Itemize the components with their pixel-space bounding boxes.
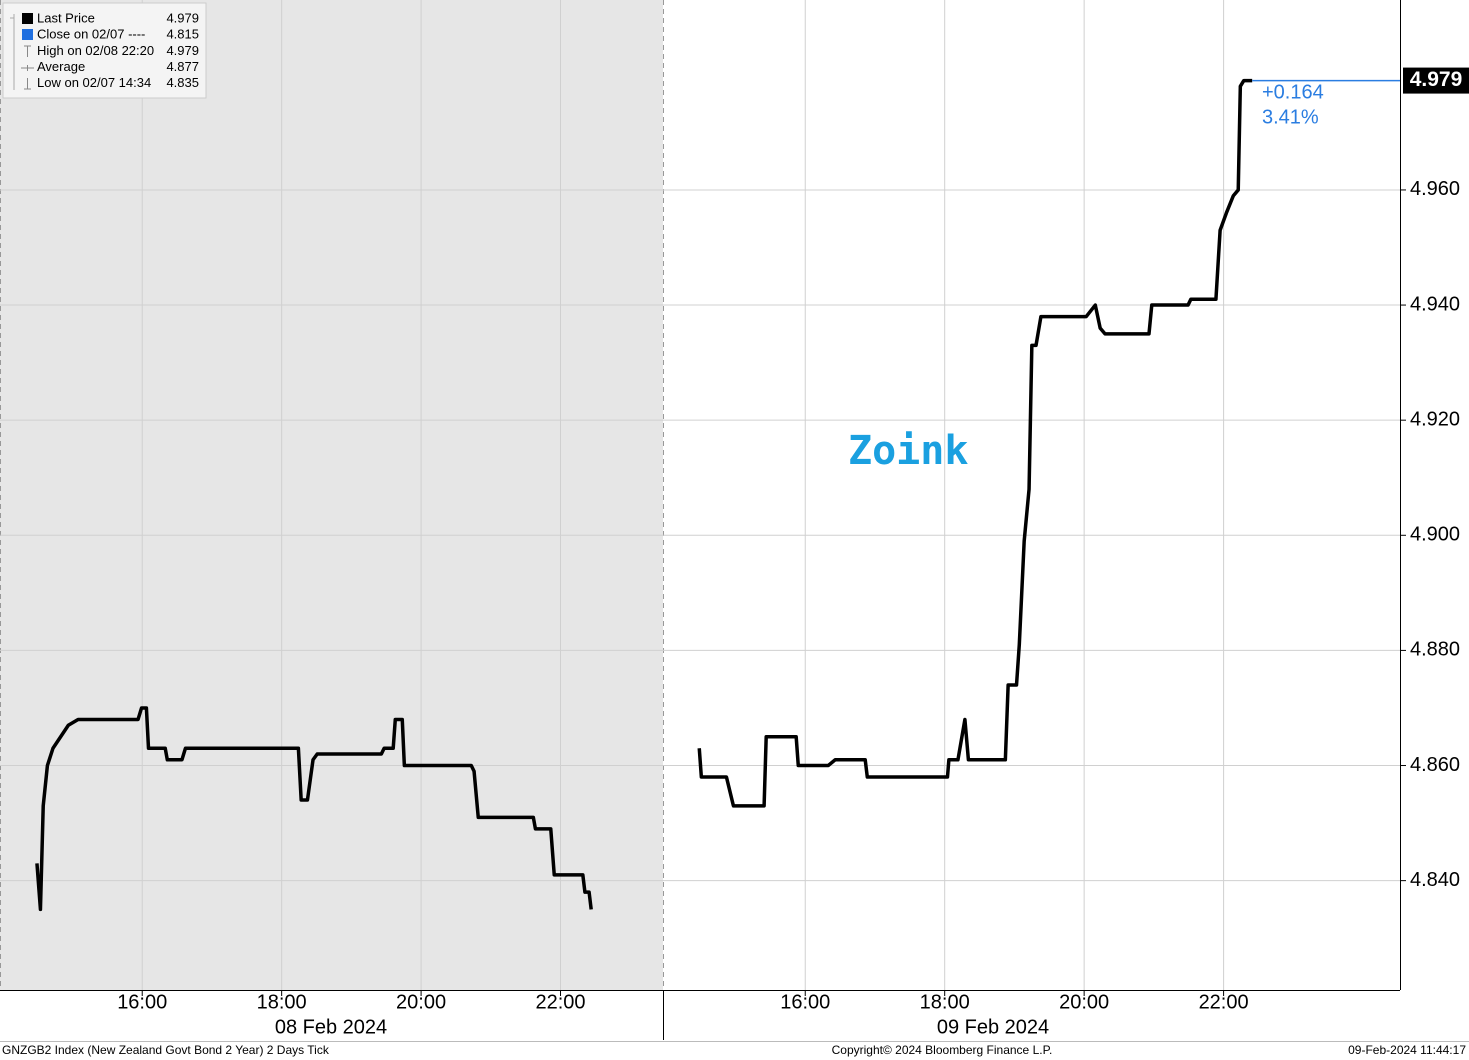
legend-box xyxy=(2,2,207,99)
y-tick-label: 4.880 xyxy=(1410,639,1460,661)
x-tick-label: 16:00 xyxy=(780,991,830,1013)
change: +0.164 xyxy=(1262,81,1324,103)
y-tick-label: 4.960 xyxy=(1410,178,1460,200)
legend-name: Close on 02/07 ---- xyxy=(37,27,145,42)
y-tick-label: 4.940 xyxy=(1410,293,1460,315)
legend-icon xyxy=(24,78,31,90)
x-tick-label: 20:00 xyxy=(396,991,446,1013)
y-tick-label: 4.860 xyxy=(1410,754,1460,776)
date-label: 08 Feb 2024 xyxy=(275,1016,387,1038)
x-tick-label: 22:00 xyxy=(535,991,585,1013)
footer-left: GNZGB2 Index (New Zealand Govt Bond 2 Ye… xyxy=(2,1043,330,1057)
legend-value: 4.877 xyxy=(166,59,199,74)
price-line xyxy=(697,78,1253,808)
legend-icon xyxy=(24,45,31,57)
last-price-label: 4.979 xyxy=(1410,68,1463,91)
legend-name: Last Price xyxy=(37,10,95,25)
legend-swatch xyxy=(22,13,33,24)
x-tick-label: 22:00 xyxy=(1199,991,1249,1013)
x-tick-label: 20:00 xyxy=(1059,991,1109,1013)
legend-tree xyxy=(10,14,15,90)
footer-right: 09-Feb-2024 11:44:17 xyxy=(1348,1043,1466,1057)
legend-value: 4.979 xyxy=(166,43,199,58)
legend-value: 4.815 xyxy=(166,27,199,42)
x-tick-label: 18:00 xyxy=(920,991,970,1013)
date-label: 09 Feb 2024 xyxy=(937,1016,1049,1038)
legend-value: 4.835 xyxy=(166,75,199,90)
footer-center: Copyright© 2024 Bloomberg Finance L.P. xyxy=(832,1043,1053,1057)
y-tick-label: 4.920 xyxy=(1410,408,1460,430)
shaded-panel xyxy=(0,0,663,990)
watermark: Zoink xyxy=(848,428,968,474)
y-tick-label: 4.840 xyxy=(1410,869,1460,891)
price-line xyxy=(35,706,593,912)
legend-icon xyxy=(21,65,34,71)
legend-name: Average xyxy=(37,59,85,74)
legend-name: Low on 02/07 14:34 xyxy=(37,75,151,90)
x-tick-label: 16:00 xyxy=(117,991,167,1013)
legend-name: High on 02/08 22:20 xyxy=(37,43,154,58)
legend-value: 4.979 xyxy=(166,10,199,25)
last-price-tag xyxy=(1403,67,1469,94)
legend-swatch xyxy=(22,29,33,40)
y-tick-label: 4.900 xyxy=(1410,524,1460,546)
grid xyxy=(0,0,1400,990)
change-percent: 3.41% xyxy=(1262,106,1319,128)
legend: Last Price 4.979 Close on 02/07 ---- 4.815 H… xyxy=(2,2,207,99)
x-tick-label: 18:00 xyxy=(257,991,307,1013)
